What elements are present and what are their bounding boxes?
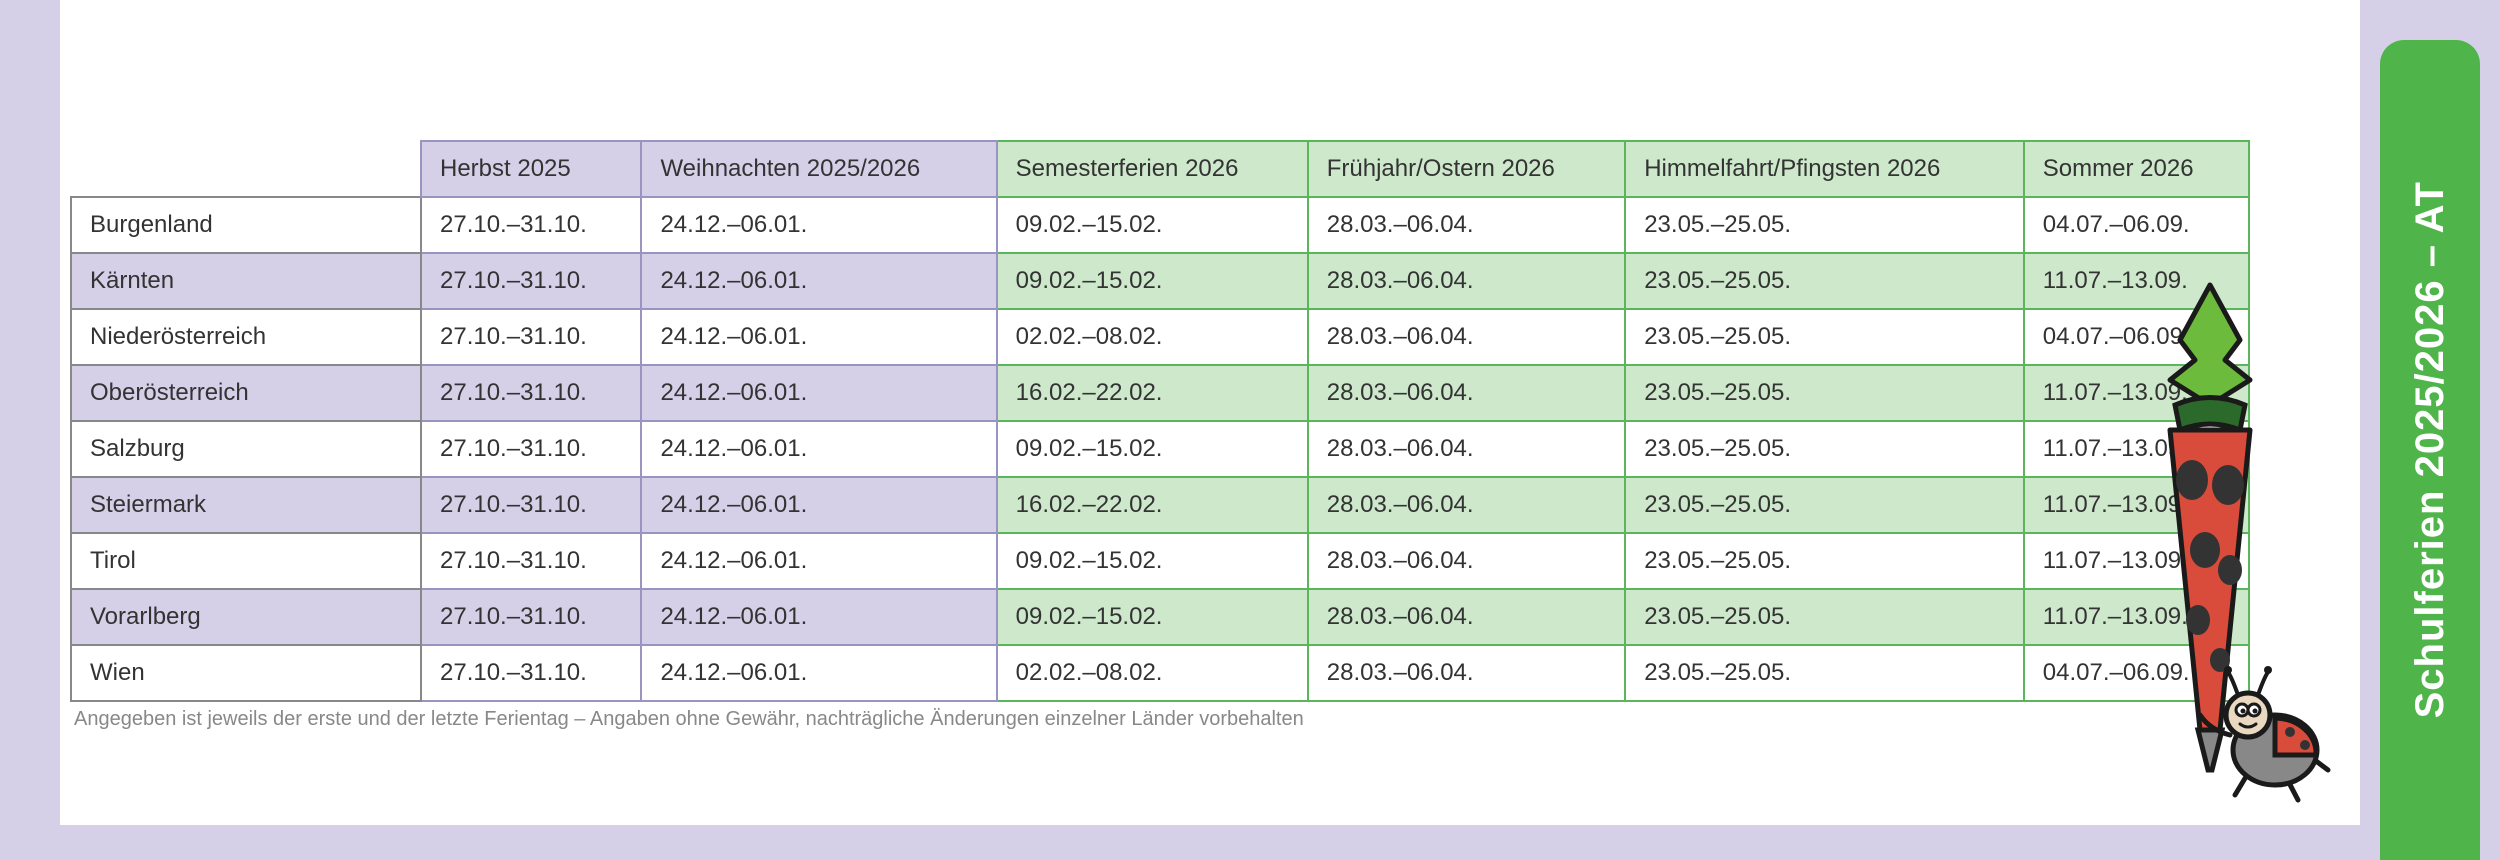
header-fruehjahr: Frühjahr/Ostern 2026	[1308, 141, 1625, 197]
cell-himmelfahrt: 23.05.–25.05.	[1625, 365, 2024, 421]
cell-himmelfahrt: 23.05.–25.05.	[1625, 477, 2024, 533]
cell-sommer: 04.07.–06.09.	[2024, 197, 2249, 253]
cell-state: Wien	[71, 645, 421, 701]
cell-fruehjahr: 28.03.–06.04.	[1308, 309, 1625, 365]
cell-state: Kärnten	[71, 253, 421, 309]
cell-fruehjahr: 28.03.–06.04.	[1308, 645, 1625, 701]
header-herbst: Herbst 2025	[421, 141, 641, 197]
header-sommer: Sommer 2026	[2024, 141, 2249, 197]
cell-semester: 16.02.–22.02.	[997, 365, 1308, 421]
content-area: Herbst 2025 Weihnachten 2025/2026 Semest…	[60, 0, 2360, 825]
cell-fruehjahr: 28.03.–06.04.	[1308, 533, 1625, 589]
cell-weihnachten: 24.12.–06.01.	[641, 589, 996, 645]
cell-weihnachten: 24.12.–06.01.	[641, 365, 996, 421]
cell-fruehjahr: 28.03.–06.04.	[1308, 197, 1625, 253]
cell-state: Oberösterreich	[71, 365, 421, 421]
cell-semester: 02.02.–08.02.	[997, 309, 1308, 365]
table-row: Burgenland27.10.–31.10.24.12.–06.01.09.0…	[71, 197, 2249, 253]
table-row: Wien27.10.–31.10.24.12.–06.01.02.02.–08.…	[71, 645, 2249, 701]
cell-herbst: 27.10.–31.10.	[421, 645, 641, 701]
cell-fruehjahr: 28.03.–06.04.	[1308, 253, 1625, 309]
table-row: Niederösterreich27.10.–31.10.24.12.–06.0…	[71, 309, 2249, 365]
header-empty	[71, 141, 421, 197]
side-tab: Schulferien 2025/2026 – AT	[2380, 40, 2480, 860]
table-row: Oberösterreich27.10.–31.10.24.12.–06.01.…	[71, 365, 2249, 421]
cell-himmelfahrt: 23.05.–25.05.	[1625, 645, 2024, 701]
table-row: Salzburg27.10.–31.10.24.12.–06.01.09.02.…	[71, 421, 2249, 477]
cell-semester: 16.02.–22.02.	[997, 477, 1308, 533]
cell-state: Salzburg	[71, 421, 421, 477]
cell-herbst: 27.10.–31.10.	[421, 197, 641, 253]
table-row: Vorarlberg27.10.–31.10.24.12.–06.01.09.0…	[71, 589, 2249, 645]
cell-fruehjahr: 28.03.–06.04.	[1308, 589, 1625, 645]
cell-semester: 02.02.–08.02.	[997, 645, 1308, 701]
cell-herbst: 27.10.–31.10.	[421, 533, 641, 589]
table-row: Tirol27.10.–31.10.24.12.–06.01.09.02.–15…	[71, 533, 2249, 589]
cell-state: Steiermark	[71, 477, 421, 533]
header-weihnachten: Weihnachten 2025/2026	[641, 141, 996, 197]
holiday-table: Herbst 2025 Weihnachten 2025/2026 Semest…	[70, 140, 2250, 702]
header-himmelfahrt: Himmelfahrt/Pfingsten 2026	[1625, 141, 2024, 197]
cell-state: Tirol	[71, 533, 421, 589]
cell-himmelfahrt: 23.05.–25.05.	[1625, 589, 2024, 645]
cell-semester: 09.02.–15.02.	[997, 533, 1308, 589]
cell-weihnachten: 24.12.–06.01.	[641, 197, 996, 253]
cell-weihnachten: 24.12.–06.01.	[641, 421, 996, 477]
table-row: Steiermark27.10.–31.10.24.12.–06.01.16.0…	[71, 477, 2249, 533]
cell-herbst: 27.10.–31.10.	[421, 421, 641, 477]
cell-weihnachten: 24.12.–06.01.	[641, 309, 996, 365]
cell-himmelfahrt: 23.05.–25.05.	[1625, 253, 2024, 309]
side-tab-label: Schulferien 2025/2026 – AT	[2408, 181, 2453, 718]
cell-weihnachten: 24.12.–06.01.	[641, 477, 996, 533]
cone-top-icon	[2170, 285, 2250, 430]
cell-weihnachten: 24.12.–06.01.	[641, 253, 996, 309]
cell-state: Burgenland	[71, 197, 421, 253]
cell-weihnachten: 24.12.–06.01.	[641, 645, 996, 701]
cell-herbst: 27.10.–31.10.	[421, 589, 641, 645]
cell-himmelfahrt: 23.05.–25.05.	[1625, 197, 2024, 253]
cell-semester: 09.02.–15.02.	[997, 421, 1308, 477]
cell-himmelfahrt: 23.05.–25.05.	[1625, 421, 2024, 477]
schultuete-illustration	[2080, 260, 2340, 820]
table-body: Burgenland27.10.–31.10.24.12.–06.01.09.0…	[71, 197, 2249, 701]
cell-weihnachten: 24.12.–06.01.	[641, 533, 996, 589]
cell-himmelfahrt: 23.05.–25.05.	[1625, 309, 2024, 365]
table-row: Kärnten27.10.–31.10.24.12.–06.01.09.02.–…	[71, 253, 2249, 309]
cell-herbst: 27.10.–31.10.	[421, 253, 641, 309]
cell-semester: 09.02.–15.02.	[997, 253, 1308, 309]
cell-fruehjahr: 28.03.–06.04.	[1308, 365, 1625, 421]
header-semester: Semesterferien 2026	[997, 141, 1308, 197]
cell-fruehjahr: 28.03.–06.04.	[1308, 421, 1625, 477]
cell-semester: 09.02.–15.02.	[997, 197, 1308, 253]
table-header-row: Herbst 2025 Weihnachten 2025/2026 Semest…	[71, 141, 2249, 197]
cell-state: Vorarlberg	[71, 589, 421, 645]
cell-herbst: 27.10.–31.10.	[421, 365, 641, 421]
footnote: Angegeben ist jeweils der erste und der …	[74, 708, 2360, 731]
cell-state: Niederösterreich	[71, 309, 421, 365]
cell-semester: 09.02.–15.02.	[997, 589, 1308, 645]
cell-herbst: 27.10.–31.10.	[421, 309, 641, 365]
cell-fruehjahr: 28.03.–06.04.	[1308, 477, 1625, 533]
cell-himmelfahrt: 23.05.–25.05.	[1625, 533, 2024, 589]
cell-herbst: 27.10.–31.10.	[421, 477, 641, 533]
